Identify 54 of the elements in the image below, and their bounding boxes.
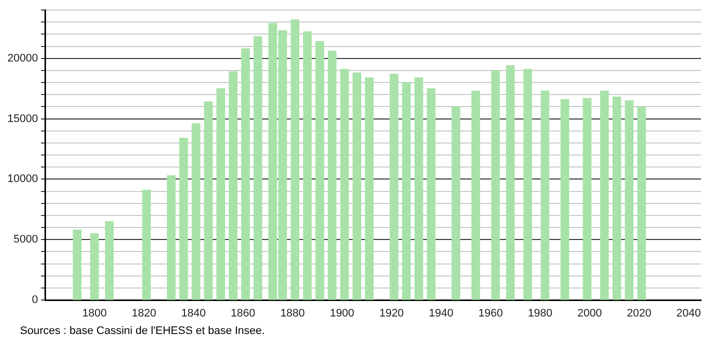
bar xyxy=(204,102,213,300)
bar xyxy=(241,48,250,300)
x-tick-label: 1960 xyxy=(478,308,503,320)
y-tick-label: 20000 xyxy=(7,52,38,64)
x-tick-label: 1900 xyxy=(330,308,354,320)
bar xyxy=(452,106,460,300)
bar xyxy=(637,106,646,300)
bar xyxy=(600,90,609,300)
bar xyxy=(582,98,592,300)
x-tick-label: 1860 xyxy=(230,308,256,320)
bar xyxy=(560,99,570,300)
bar xyxy=(179,138,188,300)
x-tick-label: 1920 xyxy=(379,308,404,320)
bar xyxy=(290,19,300,300)
x-tick-label: 1980 xyxy=(528,308,552,320)
bar xyxy=(90,233,99,300)
x-tick-label: 1820 xyxy=(132,308,156,320)
bar xyxy=(402,82,411,300)
x-tick-label: 1940 xyxy=(428,308,454,320)
bar xyxy=(216,88,226,300)
bar xyxy=(540,90,550,300)
y-tick-label: 10000 xyxy=(7,173,38,186)
bar xyxy=(390,74,398,300)
x-tick-label: 1800 xyxy=(82,308,107,320)
bar xyxy=(142,190,151,300)
bar xyxy=(105,221,114,300)
bar xyxy=(228,71,238,300)
bar xyxy=(340,68,349,300)
bar xyxy=(523,68,532,300)
x-tick-label: 1840 xyxy=(181,308,206,320)
bar xyxy=(491,70,500,300)
bar xyxy=(192,123,200,300)
bar xyxy=(72,230,82,300)
bar xyxy=(352,72,362,300)
bar xyxy=(624,100,634,300)
bar xyxy=(612,96,622,300)
bar xyxy=(364,77,374,300)
source-note: Sources : base Cassini de l'EHESS et base Insee. xyxy=(20,325,265,337)
bar xyxy=(254,36,262,300)
bar xyxy=(166,175,176,300)
x-tick-label: 2000 xyxy=(577,308,602,320)
bar xyxy=(303,31,312,300)
x-tick-label: 1880 xyxy=(280,308,305,320)
y-tick-label: 15000 xyxy=(7,112,38,125)
y-tick-label: 5000 xyxy=(14,234,38,246)
x-tick-label: 2020 xyxy=(626,308,652,320)
x-tick-label: 2040 xyxy=(676,308,701,320)
bar xyxy=(328,50,336,300)
y-tick-label: 0 xyxy=(32,294,38,306)
bar xyxy=(471,90,480,300)
bar xyxy=(506,65,515,300)
bar xyxy=(426,88,436,300)
bar xyxy=(315,41,324,300)
bar xyxy=(414,77,424,300)
